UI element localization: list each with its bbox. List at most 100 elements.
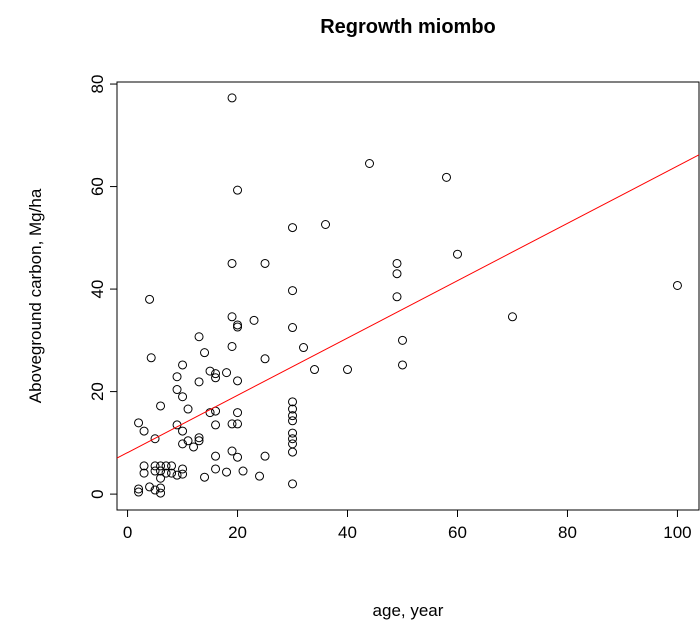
data-point	[167, 461, 177, 471]
data-point	[392, 292, 402, 302]
data-point	[227, 419, 237, 429]
data-point	[145, 294, 155, 304]
data-point	[288, 286, 298, 296]
data-point	[178, 426, 188, 436]
x-tick-label: 40	[338, 523, 357, 542]
data-point	[288, 428, 298, 438]
data-point	[200, 348, 210, 358]
data-point	[211, 373, 221, 383]
data-point	[233, 408, 243, 418]
data-point	[310, 365, 320, 375]
data-point	[161, 461, 171, 471]
x-tick-label: 100	[663, 523, 691, 542]
data-point	[227, 93, 237, 103]
data-point	[299, 343, 309, 353]
data-point	[238, 466, 248, 476]
data-point	[398, 360, 408, 370]
data-point	[288, 404, 298, 414]
data-point	[227, 446, 237, 456]
data-point	[288, 323, 298, 333]
y-axis-label: Aboveground carbon, Mg/ha	[26, 188, 45, 403]
data-point	[167, 468, 177, 478]
data-point	[507, 312, 517, 322]
data-point	[139, 426, 149, 436]
data-point	[134, 484, 144, 494]
x-tick-label: 0	[123, 523, 132, 542]
data-point	[178, 392, 188, 402]
data-point	[145, 482, 155, 492]
y-tick-label: 0	[88, 489, 107, 498]
data-point	[205, 408, 215, 418]
data-point	[255, 471, 265, 481]
data-point	[227, 312, 237, 322]
data-point	[183, 436, 193, 446]
data-point	[260, 258, 270, 268]
data-point	[288, 439, 298, 449]
data-point	[172, 372, 182, 382]
data-point	[392, 258, 402, 268]
data-point	[288, 416, 298, 426]
data-point	[134, 487, 144, 497]
data-point	[211, 369, 221, 379]
data-point	[343, 365, 353, 375]
x-axis-label: age, year	[373, 601, 444, 620]
data-point	[233, 376, 243, 386]
data-point	[452, 249, 462, 259]
data-point	[288, 434, 298, 444]
data-point	[134, 418, 144, 428]
data-point	[227, 341, 237, 351]
data-point	[150, 434, 160, 444]
data-point	[139, 461, 149, 471]
data-point	[321, 219, 331, 229]
data-point	[288, 397, 298, 407]
y-tick-label: 60	[88, 177, 107, 196]
data-point	[194, 436, 204, 446]
data-point	[233, 322, 243, 332]
y-tick-label: 80	[88, 75, 107, 94]
fit-line	[116, 154, 700, 459]
data-point	[161, 468, 171, 478]
chart-title: Regrowth miombo	[320, 16, 496, 38]
data-point	[194, 332, 204, 342]
data-point	[150, 461, 160, 471]
data-point	[222, 368, 232, 378]
data-point	[211, 451, 221, 461]
data-point	[260, 354, 270, 364]
data-point	[288, 223, 298, 233]
data-point	[178, 360, 188, 370]
data-point	[183, 404, 193, 414]
data-point	[249, 315, 259, 325]
data-point	[441, 172, 451, 182]
data-point	[146, 353, 156, 363]
data-point	[194, 433, 204, 443]
x-tick-label: 60	[448, 523, 467, 542]
data-point	[150, 485, 160, 495]
data-point	[211, 420, 221, 430]
x-tick-label: 80	[558, 523, 577, 542]
data-point	[200, 472, 210, 482]
data-point	[398, 335, 408, 345]
data-point	[233, 452, 243, 462]
data-point	[211, 464, 221, 474]
data-point	[178, 469, 188, 479]
data-point	[365, 158, 375, 168]
data-point	[178, 439, 188, 449]
data-point	[178, 464, 188, 474]
data-point	[227, 258, 237, 268]
data-point	[139, 468, 149, 478]
data-point	[156, 461, 166, 471]
data-point	[260, 451, 270, 461]
data-point	[156, 483, 166, 493]
data-point	[156, 401, 166, 411]
data-point	[233, 320, 243, 330]
data-point	[156, 466, 166, 476]
data-point	[672, 280, 682, 290]
data-point	[150, 466, 160, 476]
data-point	[288, 447, 298, 457]
data-point	[222, 467, 232, 477]
data-point	[233, 419, 243, 429]
data-point	[172, 470, 182, 480]
data-point	[392, 269, 402, 279]
x-tick-label: 20	[228, 523, 247, 542]
